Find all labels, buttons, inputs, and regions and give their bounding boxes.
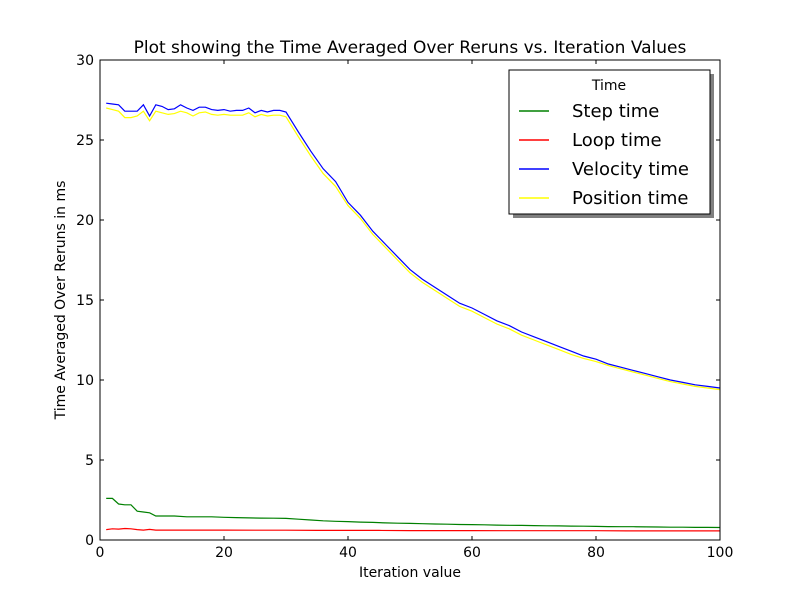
- series-line-step-time: [106, 497, 721, 529]
- y-tick-label: 10: [76, 373, 94, 389]
- y-tick-label: 20: [76, 213, 94, 229]
- series-line-position-time: [106, 107, 721, 391]
- x-tick-label: 0: [96, 545, 105, 561]
- series-line-velocity-time: [106, 102, 721, 389]
- legend: Time Step time Loop time Velocity time Posi…: [508, 69, 714, 218]
- legend-label: Velocity time: [572, 159, 689, 180]
- legend-label: Step time: [572, 101, 659, 122]
- legend-box: [508, 69, 711, 215]
- x-tick-label: 60: [463, 545, 481, 561]
- x-axis: 0 20 40 60 80 100: [96, 60, 734, 561]
- y-tick-label: 30: [76, 53, 94, 69]
- y-tick-label: 15: [76, 293, 94, 309]
- x-tick-label: 40: [339, 545, 357, 561]
- legend-label: Position time: [572, 188, 688, 209]
- legend-entries: Step time Loop time Velocity time Position …: [519, 101, 689, 209]
- y-tick-label: 0: [85, 533, 94, 549]
- series-layer: [106, 102, 721, 532]
- x-tick-label: 100: [707, 545, 734, 561]
- x-tick-label: 80: [587, 545, 605, 561]
- x-axis-label: Iteration value: [359, 565, 461, 581]
- x-tick-label: 20: [215, 545, 233, 561]
- legend-title: Time: [591, 78, 626, 94]
- series-line-loop-time: [106, 527, 720, 532]
- y-tick-label: 5: [85, 453, 94, 469]
- legend-label: Loop time: [572, 130, 662, 151]
- y-axis-label: Time Averaged Over Reruns in ms: [53, 181, 69, 421]
- y-axis: 0 5 10 15 20 25 30: [76, 53, 720, 549]
- chart-title: Plot showing the Time Averaged Over Reru…: [134, 38, 687, 58]
- y-tick-label: 25: [76, 133, 94, 149]
